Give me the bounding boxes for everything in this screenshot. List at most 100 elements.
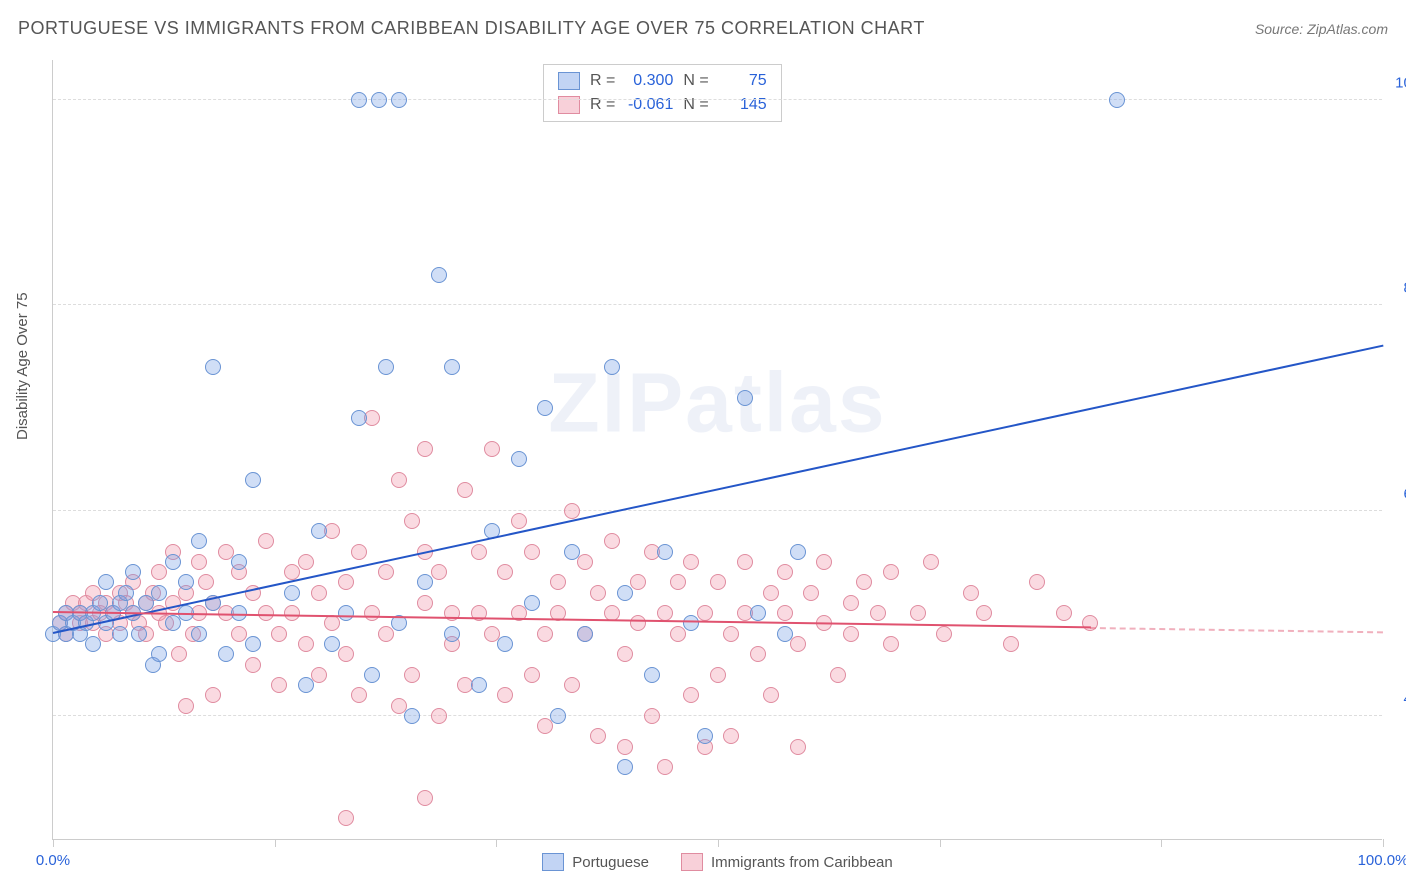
title-bar: PORTUGUESE VS IMMIGRANTS FROM CARIBBEAN … — [18, 18, 1388, 39]
gridline — [53, 510, 1382, 511]
data-point — [431, 708, 447, 724]
data-point — [178, 574, 194, 590]
n-label: N = — [683, 69, 708, 93]
data-point — [205, 687, 221, 703]
data-point — [165, 615, 181, 631]
y-tick-label: 40.0% — [1390, 690, 1406, 707]
data-point — [590, 585, 606, 601]
data-point — [378, 626, 394, 642]
series-label: Immigrants from Caribbean — [711, 854, 893, 871]
data-point — [404, 513, 420, 529]
n-value: 75 — [719, 69, 767, 93]
data-point — [284, 564, 300, 580]
data-point — [364, 605, 380, 621]
data-point — [963, 585, 979, 601]
data-point — [324, 615, 340, 631]
data-point — [457, 482, 473, 498]
data-point — [644, 667, 660, 683]
data-point — [923, 554, 939, 570]
data-point — [577, 626, 593, 642]
data-point — [657, 605, 673, 621]
data-point — [976, 605, 992, 621]
data-point — [311, 523, 327, 539]
trend-line-dashed — [1090, 627, 1383, 633]
gridline — [53, 715, 1382, 716]
data-point — [936, 626, 952, 642]
x-tick — [53, 839, 54, 847]
data-point — [604, 359, 620, 375]
data-point — [511, 513, 527, 529]
data-point — [630, 574, 646, 590]
data-point — [564, 544, 580, 560]
data-point — [298, 554, 314, 570]
data-point — [777, 626, 793, 642]
legend-row: R =-0.061N =145 — [558, 93, 767, 117]
data-point — [683, 687, 699, 703]
correlation-legend: R = 0.300 N = 75R =-0.061N =145 — [543, 64, 782, 122]
data-point — [391, 472, 407, 488]
x-tick-label: 100.0% — [1358, 852, 1406, 869]
data-point — [151, 564, 167, 580]
data-point — [697, 728, 713, 744]
y-tick-label: 60.0% — [1390, 485, 1406, 502]
data-point — [803, 585, 819, 601]
data-point — [284, 605, 300, 621]
data-point — [617, 585, 633, 601]
data-point — [431, 564, 447, 580]
data-point — [351, 544, 367, 560]
data-point — [1029, 574, 1045, 590]
data-point — [497, 564, 513, 580]
data-point — [524, 544, 540, 560]
data-point — [883, 564, 899, 580]
data-point — [790, 636, 806, 652]
data-point — [231, 554, 247, 570]
data-point — [590, 728, 606, 744]
trend-line — [53, 611, 1090, 628]
data-point — [404, 667, 420, 683]
data-point — [404, 708, 420, 724]
data-point — [471, 677, 487, 693]
data-point — [843, 595, 859, 611]
data-point — [431, 267, 447, 283]
data-point — [910, 605, 926, 621]
data-point — [151, 585, 167, 601]
data-point — [131, 626, 147, 642]
data-point — [497, 636, 513, 652]
x-tick — [1383, 839, 1384, 847]
data-point — [444, 359, 460, 375]
data-point — [617, 739, 633, 755]
data-point — [577, 554, 593, 570]
series-legend: Portuguese Immigrants from Caribbean — [53, 853, 1382, 871]
y-axis-label: Disability Age Over 75 — [14, 292, 31, 440]
data-point — [205, 359, 221, 375]
data-point — [471, 544, 487, 560]
legend-swatch — [681, 853, 703, 871]
data-point — [537, 718, 553, 734]
data-point — [271, 626, 287, 642]
data-point — [710, 667, 726, 683]
x-tick — [496, 839, 497, 847]
data-point — [165, 554, 181, 570]
data-point — [644, 708, 660, 724]
data-point — [1109, 92, 1125, 108]
data-point — [750, 605, 766, 621]
x-tick — [1161, 839, 1162, 847]
data-point — [657, 759, 673, 775]
data-point — [710, 574, 726, 590]
x-tick — [275, 839, 276, 847]
data-point — [138, 595, 154, 611]
data-point — [683, 554, 699, 570]
data-point — [670, 574, 686, 590]
data-point — [245, 472, 261, 488]
data-point — [298, 636, 314, 652]
data-point — [245, 657, 261, 673]
r-value: 0.300 — [625, 69, 673, 93]
x-tick-label: 0.0% — [36, 852, 70, 869]
data-point — [324, 636, 340, 652]
data-point — [524, 667, 540, 683]
data-point — [351, 92, 367, 108]
data-point — [617, 759, 633, 775]
data-point — [417, 574, 433, 590]
series-label: Portuguese — [572, 854, 649, 871]
r-label: R = — [590, 93, 615, 117]
